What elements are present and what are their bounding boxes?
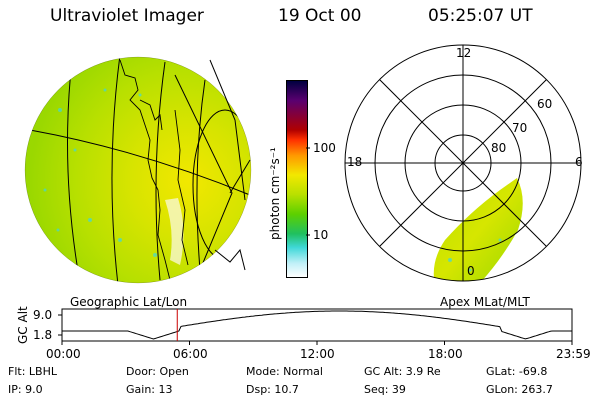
orbit-xtick-0600: 06:00	[173, 347, 208, 361]
orbit-xtick-1200: 12:00	[300, 347, 335, 361]
colorbar	[286, 80, 308, 278]
mlat-label-70: 70	[512, 121, 528, 135]
mlt-label-18: 18	[347, 155, 363, 169]
door-status: Door: Open	[126, 365, 189, 378]
orbit-plot-frame	[61, 308, 573, 342]
mlat-label-60: 60	[537, 97, 553, 111]
mlat-label-80: 80	[491, 141, 507, 155]
orbit-ytick-9: 9.0	[33, 308, 53, 322]
date-label: 19 Oct 00	[278, 6, 362, 26]
glat-status: GLat: -69.8	[486, 365, 548, 378]
glon-status: GLon: 263.7	[486, 383, 553, 396]
dsp-status: Dsp: 10.7	[246, 383, 299, 396]
geographic-disk	[25, 57, 251, 283]
orbit-ylabel: GC Alt	[16, 306, 30, 344]
mlt-label-12: 12	[456, 46, 472, 60]
orbit-xtick-1800: 18:00	[428, 347, 463, 361]
altitude-curve	[62, 310, 572, 340]
filter-status: Flt: LBHL	[8, 365, 57, 378]
orbit-ytick-1-8: 1.8	[33, 328, 53, 342]
mlt-label-0: 0	[467, 264, 475, 278]
mlt-label-6: 6	[575, 155, 583, 169]
right-caption: Apex MLat/MLT	[440, 295, 530, 309]
instrument-title: Ultraviolet Imager	[50, 6, 204, 26]
orbit-xtick-0000: 00:00	[46, 347, 81, 361]
colorbar-tick-10: 10	[313, 228, 329, 242]
colorbar-tick-100: 100	[313, 141, 336, 155]
gc-alt-status: GC Alt: 3.9 Re	[364, 365, 441, 378]
gain-status: Gain: 13	[126, 383, 173, 396]
left-caption: Geographic Lat/Lon	[70, 295, 188, 309]
mode-status: Mode: Normal	[246, 365, 323, 378]
auroral-oval	[433, 178, 523, 281]
ip-status: IP: 9.0	[8, 383, 43, 396]
orbit-xtick-2359: 23:59	[556, 347, 591, 361]
time-label: 05:25:07 UT	[428, 6, 533, 26]
seq-status: Seq: 39	[364, 383, 406, 396]
